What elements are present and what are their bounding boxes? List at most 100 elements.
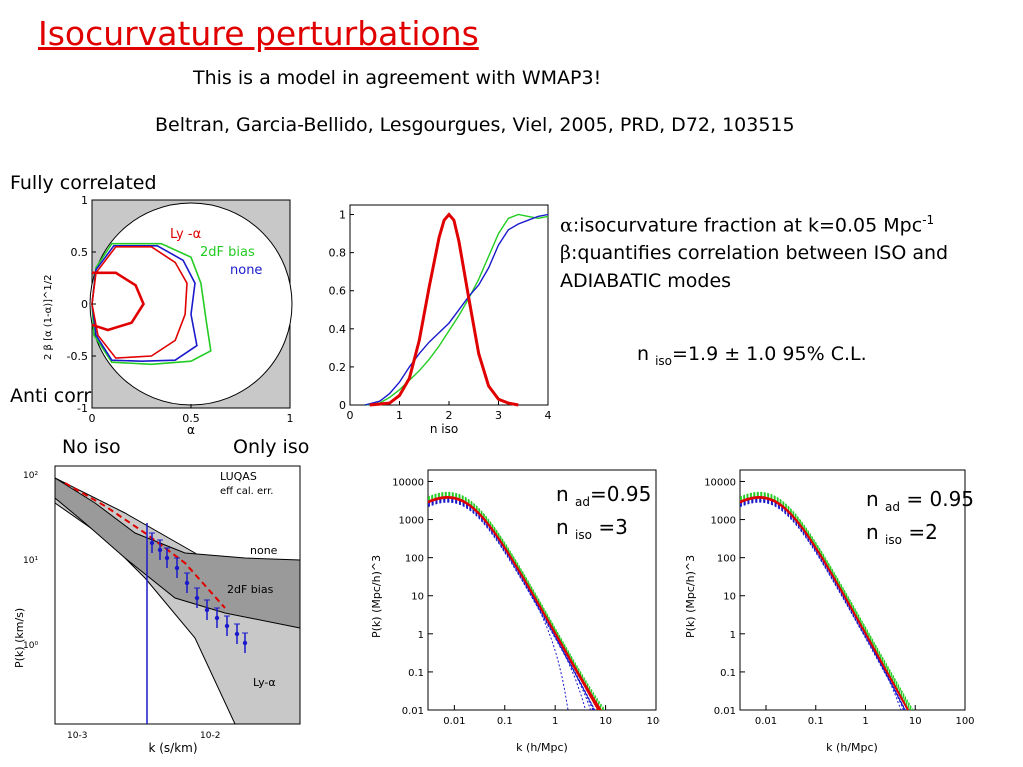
pk-ytick: 100 [405, 554, 424, 565]
ly-point [204, 607, 210, 613]
contour-ytick: 0 [81, 298, 88, 311]
contour-0-outer [91, 246, 188, 359]
pk-ytick: 10000 [392, 477, 424, 488]
pk-xtick: 0.01 [755, 716, 777, 727]
ly-xtick-1: 10-2 [200, 731, 220, 741]
posterior-xtick: 4 [545, 409, 552, 422]
pk-xtick: 1 [862, 716, 868, 727]
pk-ytick: 1000 [399, 516, 424, 527]
pk3-frame [427, 469, 657, 711]
ly-point [174, 565, 180, 571]
ly-ylabel: P(k) (km/s) [13, 608, 26, 668]
pk-blue-curve [740, 499, 906, 710]
contour-xtick: 1 [287, 412, 294, 425]
contour-plot: 0 0.5 1 1 0.5 0 -0.5 -1 Ly -α 2dF bias none α 2… [43, 194, 294, 437]
pk-niso3-plot: 0.01 0.1 1 10 100 10000 1000 100 10 1 0.1 0.01 k (h… [370, 469, 660, 754]
posterior-ytick: 0.4 [329, 323, 347, 336]
ly-datapoints [149, 532, 248, 653]
ly-point [164, 555, 170, 561]
posterior-ytick: 0.2 [329, 361, 347, 374]
pk-xtick: 10 [599, 716, 612, 727]
posterior-axes: 0 1 2 3 4 0 0.2 0.4 0.6 0.8 1 [329, 209, 552, 422]
ly-point [242, 640, 248, 646]
posterior-ytick: 1 [339, 209, 346, 222]
pk2-series [740, 491, 914, 710]
ly-point [194, 595, 200, 601]
posterior-xtick: 3 [495, 409, 502, 422]
ly-band-lya: Ly-α [253, 676, 276, 689]
ly-band-2df: 2dF bias [227, 583, 274, 596]
contour-ytick: -1 [77, 402, 88, 415]
contour-ytick: 0.5 [71, 246, 89, 259]
legend-lya: Ly -α [170, 227, 201, 242]
ly-xlabel: k (s/km) [148, 741, 197, 755]
pk-niso2-plot: 0.01 0.1 1 10 100 10000 1000 100 10 1 0.1 0.01 k (h… [684, 469, 975, 754]
posterior-ytick: 0.8 [329, 247, 347, 260]
ly-point [184, 580, 190, 586]
pk-blue-curve [428, 501, 596, 710]
pk-ytick: 1000 [711, 516, 736, 527]
ly-ytick-0: 10² [23, 471, 38, 481]
parameter-definitions: α:isocurvature fraction at k=0.05 Mpc-1 … [560, 206, 948, 295]
ly-band-inner [54, 477, 301, 629]
ly-legend-eff: eff cal. err. [220, 486, 273, 497]
pk-green-curve [428, 491, 606, 710]
pk-red-curve [428, 496, 602, 710]
pk-ytick: 10 [723, 592, 736, 603]
ly-point [214, 615, 220, 621]
ly-legend-luqas: LUQAS [220, 470, 257, 483]
lyalpha-pk-plot: LUQAS eff cal. err. none 2dF bias Ly-α 1… [13, 465, 301, 755]
ly-ytick-2: 10⁰ [23, 641, 38, 651]
pk3-axes: 0.01 0.1 1 10 100 10000 1000 100 10 1 0.1 0.01 [392, 477, 660, 727]
legend-2df: 2dF bias [200, 245, 255, 260]
pk-ytick: 10 [411, 592, 424, 603]
ly-xtick-0: 10-3 [67, 731, 87, 741]
pk3-xlabel: k (h/Mpc) [516, 741, 568, 754]
posterior-ytick: 0.6 [329, 285, 347, 298]
beta-definition: β:quantifies correlation between ISO and [560, 242, 949, 265]
contour-axes: 0 0.5 1 1 0.5 0 -0.5 -1 [67, 194, 294, 425]
contour-0-inner [91, 271, 145, 332]
pk-xtick: 0.1 [497, 716, 513, 727]
pk2-g-clipped [740, 491, 914, 710]
posterior-frame [349, 204, 549, 406]
ly-band-none: none [250, 544, 278, 557]
contour-xtick: 0 [89, 412, 96, 425]
reference-citation: Beltran, Garcia-Bellido, Lesgourgues, Vi… [155, 114, 795, 136]
pk-xtick: 100 [646, 716, 660, 727]
pk-xtick: 100 [955, 716, 974, 727]
contour-xtick: 0.5 [182, 412, 200, 425]
alpha-definition: α:isocurvature fraction at k=0.05 Mpc-1 [560, 213, 935, 237]
posterior-xtick: 0 [347, 409, 354, 422]
pk2-axes: 0.01 0.1 1 10 100 10000 1000 100 10 1 0.1 0.01 [704, 477, 974, 727]
pk-ytick: 10000 [704, 477, 736, 488]
label-only-iso: Only iso [233, 436, 310, 458]
posterior-ytick: 0 [339, 399, 346, 412]
pk2-frame [739, 469, 966, 711]
ly-ytick-1: 10¹ [23, 556, 38, 566]
ly-point [157, 547, 163, 553]
niso-posterior-plot: 0 1 2 3 4 0 0.2 0.4 0.6 0.8 1 n iso [329, 204, 552, 436]
contour-ytick: 1 [81, 194, 88, 207]
pk-xtick: 0.1 [808, 716, 824, 727]
pk3-series [428, 491, 606, 710]
slide-subtitle: This is a model in agreement with WMAP3! [193, 67, 602, 89]
posterior-line-1 [364, 213, 549, 406]
pk-xtick: 10 [909, 716, 922, 727]
annotation-niso2: n ad = 0.95 n iso =2 [866, 487, 975, 547]
niso-constraint: n iso=1.9 ± 1.0 95% C.L. [637, 343, 867, 368]
ly-red-dashed [64, 482, 226, 609]
posterior-line-2 [364, 213, 549, 406]
posterior-xlabel: n iso [430, 422, 458, 436]
posterior-xtick: 2 [446, 409, 453, 422]
posterior-xtick: 1 [396, 409, 403, 422]
beta-definition-cont: ADIABATIC modes [560, 270, 732, 293]
ly-point [234, 631, 240, 637]
pk-ytick: 0.01 [714, 706, 736, 717]
pk-ytick: 1 [730, 630, 736, 641]
posterior-line-0 [369, 212, 519, 407]
slide-title: Isocurvature perturbations [38, 14, 479, 53]
ly-point [149, 540, 155, 546]
contour-ytick: -0.5 [67, 350, 88, 363]
pk3-ylabel: P(k) (Mpc/h)^3 [370, 555, 383, 638]
